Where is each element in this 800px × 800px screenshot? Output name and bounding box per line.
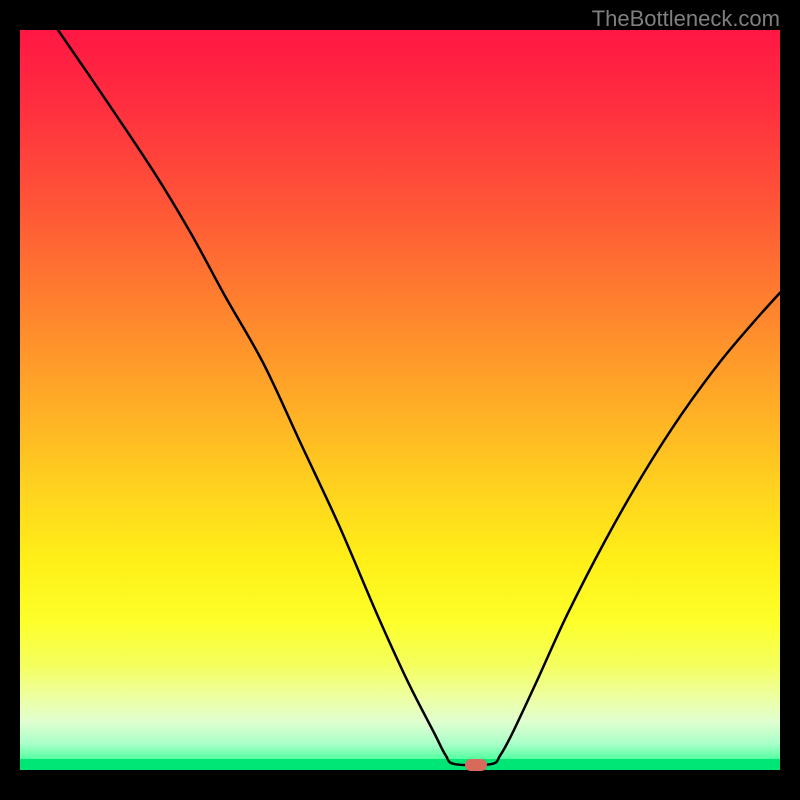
gradient-background (20, 30, 780, 770)
minimum-marker (465, 759, 487, 771)
watermark-text: TheBottleneck.com (592, 6, 780, 32)
chart-frame: TheBottleneck.com (0, 0, 800, 800)
green-band (20, 759, 780, 770)
plot-area (20, 30, 780, 770)
